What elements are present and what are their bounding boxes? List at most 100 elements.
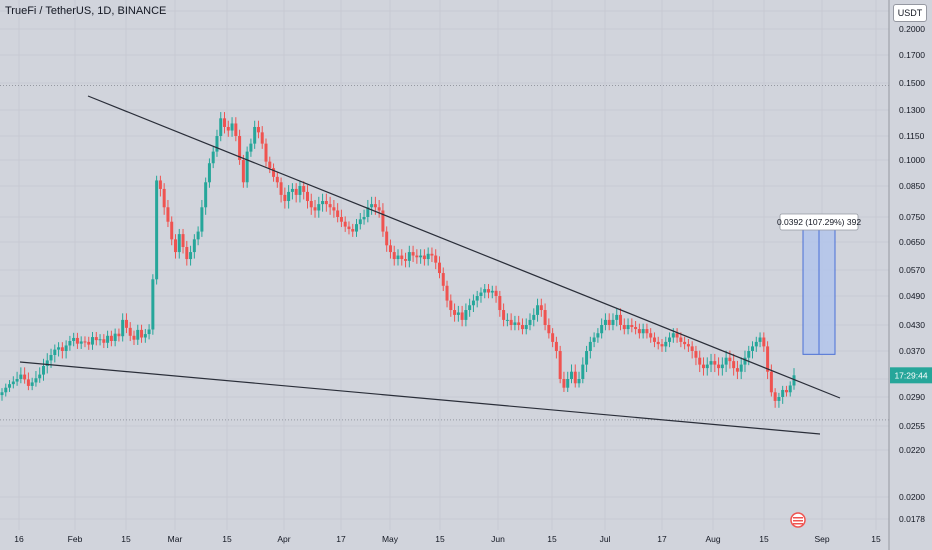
candle-body (724, 357, 728, 365)
candle-body (460, 312, 464, 320)
candle-body (686, 344, 690, 347)
candle-body (75, 337, 79, 344)
candle-body (87, 341, 91, 345)
candle-body (64, 345, 68, 351)
candle-body (373, 204, 377, 208)
candle-body (287, 191, 291, 202)
measure-label-box (779, 213, 859, 231)
price-tick-label: 0.0255 (899, 421, 925, 431)
candle-body (102, 339, 106, 343)
candle-body (728, 357, 732, 362)
price-tick-label: 0.1150 (899, 131, 925, 141)
candle-body (332, 207, 336, 211)
candle-body (83, 341, 87, 343)
candle-body (551, 333, 555, 342)
candle-body (143, 334, 147, 338)
candle-body (207, 163, 211, 183)
candle-body (53, 349, 57, 356)
candle-body (637, 329, 641, 334)
candle-body (45, 360, 49, 367)
candle-body (743, 357, 747, 365)
candle-body (732, 361, 736, 369)
price-tick-label: 0.1000 (899, 155, 925, 165)
candle-body (532, 314, 536, 320)
candle-body (302, 186, 306, 192)
candle-body (735, 368, 739, 372)
price-range-measure: 0.0392 (107.29%) 392 (777, 213, 861, 355)
candle-body (671, 333, 675, 338)
candle-body (498, 296, 502, 311)
candle-body (177, 234, 181, 253)
candle-body (245, 151, 249, 183)
price-tick-label: 0.0178 (899, 514, 925, 524)
price-tick-label: 0.0490 (899, 291, 925, 301)
candle-body (656, 341, 660, 345)
time-tick-label: Jun (491, 534, 505, 544)
price-tick-label: 0.0570 (899, 265, 925, 275)
candle-body (385, 231, 389, 246)
candle-body (713, 361, 717, 365)
flag-icon[interactable] (790, 512, 806, 528)
candle-body (347, 226, 351, 230)
candle-body (162, 188, 166, 208)
candle-body (98, 339, 102, 341)
candle-body (324, 201, 328, 205)
candle-body (441, 273, 445, 286)
candle-body (343, 221, 347, 227)
candle-body (336, 210, 340, 217)
candle-body (185, 246, 189, 260)
candle-body (536, 305, 540, 315)
price-tick-label: 0.0430 (899, 320, 925, 330)
candle-body (309, 201, 313, 208)
price-tick-label: 0.0200 (899, 492, 925, 502)
candle-body (483, 289, 487, 293)
candle-body (581, 364, 585, 379)
candle-body (487, 289, 491, 293)
price-tick-label: 0.1500 (899, 78, 925, 88)
candle-body (19, 374, 23, 379)
candle-body (505, 319, 509, 321)
price-tick-label: 0.1300 (899, 105, 925, 115)
price-tick-label: 0.1700 (899, 50, 925, 60)
candle-body (517, 322, 521, 325)
candle-body (57, 347, 61, 350)
price-tick-label: 0.0750 (899, 212, 925, 222)
candle-body (38, 374, 42, 379)
candle-body (60, 347, 64, 351)
price-tick-label: 0.0650 (899, 237, 925, 247)
candle-body (370, 204, 374, 208)
candle-body (426, 253, 430, 260)
candle-body (358, 219, 362, 225)
grid-lines (0, 0, 889, 530)
time-tick-label: Apr (277, 534, 290, 544)
candle-body (524, 325, 528, 330)
candle-body (377, 207, 381, 211)
currency-button[interactable]: USDT (893, 4, 927, 22)
candle-body (622, 325, 626, 330)
candle-body (91, 337, 95, 345)
candle-body (26, 379, 30, 386)
candle-body (79, 341, 83, 344)
candle-body (717, 364, 721, 369)
candle-body (569, 371, 573, 379)
candle-body (158, 180, 162, 189)
candle-body (494, 290, 498, 296)
time-tick-label: 17 (336, 534, 346, 544)
candle-body (132, 335, 136, 340)
candle-body (626, 325, 630, 330)
candle-body (434, 255, 438, 263)
candle-body (690, 346, 694, 351)
time-tick-label: 15 (121, 534, 131, 544)
symbol-title: TrueFi / TetherUS, 1D, BINANCE (5, 5, 167, 17)
candle-body (751, 346, 755, 351)
time-tick-label: 15 (222, 534, 232, 544)
candle-body (419, 255, 423, 258)
candle-body (649, 333, 653, 338)
candle-body (290, 188, 294, 192)
candle-body (355, 224, 359, 232)
candle-body (272, 168, 276, 177)
candle-body (388, 245, 392, 253)
time-tick-label: May (382, 534, 399, 544)
